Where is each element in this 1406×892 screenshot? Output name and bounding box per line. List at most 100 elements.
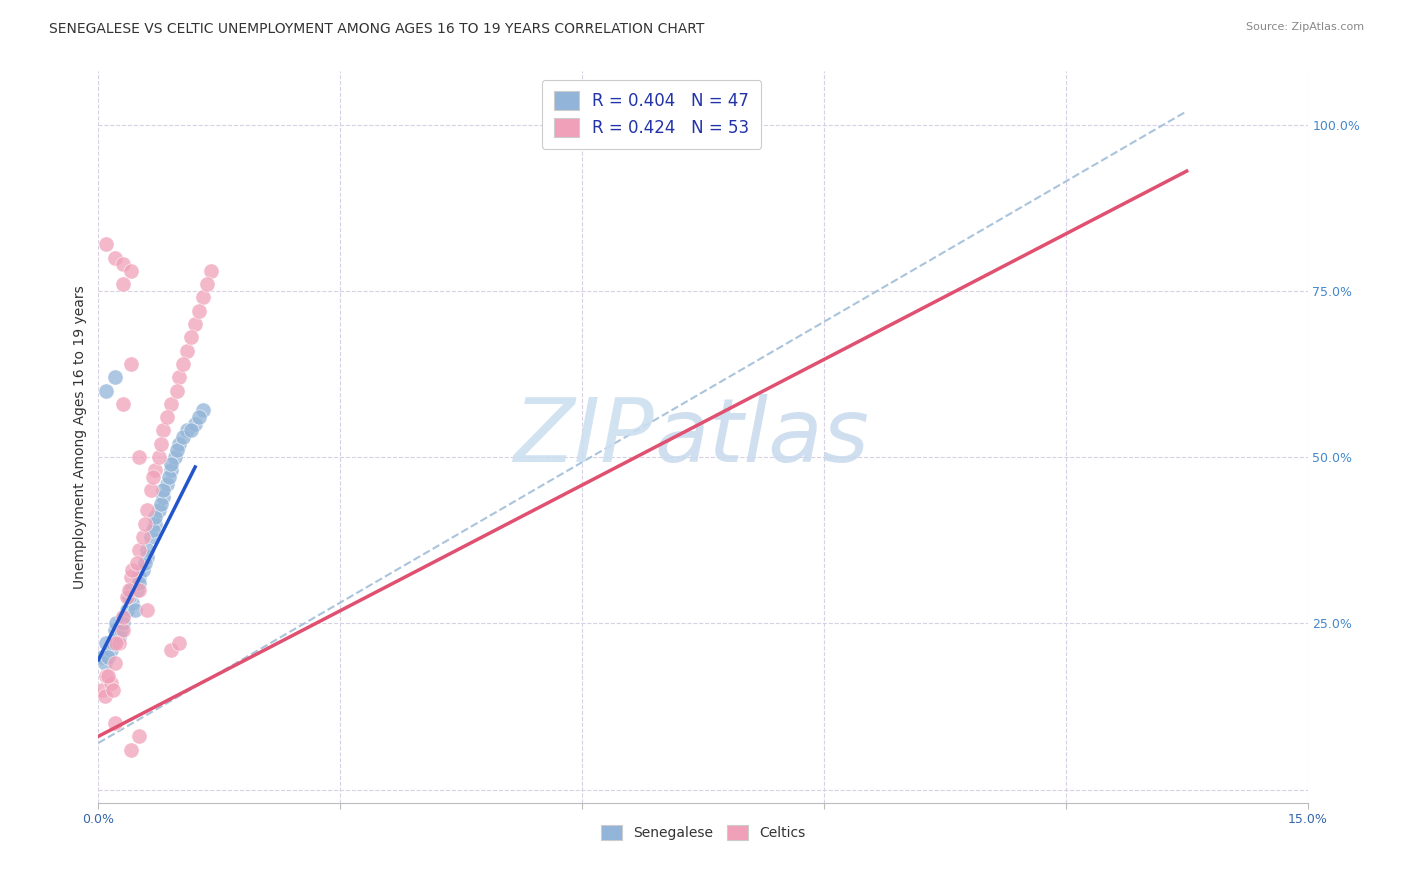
Point <box>111 609 134 624</box>
Point <box>115 603 138 617</box>
Point <box>160 463 183 477</box>
Point <box>163 450 186 464</box>
Point <box>128 729 150 743</box>
Point <box>176 424 198 438</box>
Point <box>96 384 118 398</box>
Point <box>152 490 174 504</box>
Point <box>103 251 125 265</box>
Point <box>120 357 142 371</box>
Point <box>134 557 156 571</box>
Point <box>150 436 173 450</box>
Point <box>135 503 157 517</box>
Point <box>172 357 194 371</box>
Point <box>91 682 114 697</box>
Point <box>166 443 188 458</box>
Point <box>184 417 207 431</box>
Point <box>172 430 194 444</box>
Point <box>167 636 190 650</box>
Point <box>195 277 218 292</box>
Point <box>132 530 155 544</box>
Point <box>188 410 211 425</box>
Point <box>103 623 125 637</box>
Point <box>97 649 120 664</box>
Point <box>127 557 149 571</box>
Point <box>135 543 157 558</box>
Point <box>156 410 179 425</box>
Point <box>101 636 124 650</box>
Point <box>143 509 166 524</box>
Point <box>200 264 222 278</box>
Point <box>127 582 149 597</box>
Point <box>139 530 162 544</box>
Point <box>143 463 166 477</box>
Point <box>193 290 215 304</box>
Point <box>156 476 179 491</box>
Point <box>128 450 150 464</box>
Point <box>148 503 170 517</box>
Y-axis label: Unemployment Among Ages 16 to 19 years: Unemployment Among Ages 16 to 19 years <box>73 285 87 589</box>
Point <box>167 370 190 384</box>
Point <box>152 424 174 438</box>
Point <box>118 582 141 597</box>
Point <box>128 543 150 558</box>
Point <box>188 303 211 318</box>
Point <box>111 257 134 271</box>
Point <box>180 330 202 344</box>
Point <box>97 669 120 683</box>
Point <box>96 636 118 650</box>
Point <box>184 317 207 331</box>
Point <box>96 237 118 252</box>
Point <box>120 570 142 584</box>
Point <box>111 616 134 631</box>
Point <box>120 264 142 278</box>
Point <box>120 582 142 597</box>
Point <box>115 590 138 604</box>
Point <box>167 436 190 450</box>
Point <box>103 370 125 384</box>
Point <box>132 563 155 577</box>
Point <box>121 596 143 610</box>
Point <box>111 397 134 411</box>
Text: Source: ZipAtlas.com: Source: ZipAtlas.com <box>1246 22 1364 32</box>
Point <box>128 582 150 597</box>
Point <box>134 516 156 531</box>
Point <box>105 616 128 631</box>
Point <box>160 643 183 657</box>
Point <box>128 576 150 591</box>
Point <box>91 649 114 664</box>
Point <box>142 523 165 537</box>
Point <box>118 590 141 604</box>
Point <box>160 397 183 411</box>
Point <box>111 277 134 292</box>
Point <box>124 603 146 617</box>
Text: ZIP: ZIP <box>513 394 655 480</box>
Point <box>121 563 143 577</box>
Point <box>152 483 174 498</box>
Point <box>139 483 162 498</box>
Point <box>135 603 157 617</box>
Point <box>150 497 173 511</box>
Point <box>120 742 142 756</box>
Point <box>100 643 122 657</box>
Point <box>105 636 128 650</box>
Point <box>96 669 118 683</box>
Point <box>103 656 125 670</box>
Point <box>193 403 215 417</box>
Point <box>111 623 134 637</box>
Point <box>148 450 170 464</box>
Point <box>143 516 166 531</box>
Point <box>160 457 183 471</box>
Point <box>101 682 124 697</box>
Text: SENEGALESE VS CELTIC UNEMPLOYMENT AMONG AGES 16 TO 19 YEARS CORRELATION CHART: SENEGALESE VS CELTIC UNEMPLOYMENT AMONG … <box>49 22 704 37</box>
Point <box>111 609 134 624</box>
Point <box>142 470 165 484</box>
Point <box>166 384 188 398</box>
Point <box>103 716 125 731</box>
Point <box>157 470 180 484</box>
Point <box>176 343 198 358</box>
Point <box>107 636 129 650</box>
Point <box>180 424 202 438</box>
Point <box>94 690 117 704</box>
Legend: Senegalese, Celtics: Senegalese, Celtics <box>595 818 811 847</box>
Point <box>135 549 157 564</box>
